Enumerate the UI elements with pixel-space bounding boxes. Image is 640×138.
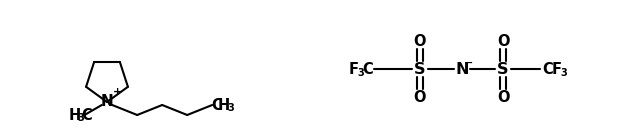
Text: N: N [455, 62, 468, 76]
Text: S: S [497, 62, 509, 76]
Text: 3: 3 [77, 113, 84, 123]
Text: H: H [218, 98, 230, 112]
Text: O: O [413, 34, 426, 48]
Text: 3: 3 [561, 68, 568, 78]
Text: O: O [497, 34, 509, 48]
Text: 3: 3 [228, 103, 235, 113]
Text: F: F [349, 62, 359, 76]
Text: F: F [552, 62, 562, 76]
Text: S: S [414, 62, 426, 76]
Text: O: O [413, 90, 426, 104]
Text: C: C [543, 62, 554, 76]
Text: 3: 3 [358, 68, 364, 78]
Text: −: − [464, 58, 474, 68]
Text: +: + [113, 87, 122, 97]
Text: C: C [363, 62, 373, 76]
Text: O: O [497, 90, 509, 104]
Text: C: C [211, 98, 221, 112]
Text: C: C [81, 108, 92, 123]
Text: N: N [100, 95, 113, 109]
Text: H: H [68, 108, 81, 123]
